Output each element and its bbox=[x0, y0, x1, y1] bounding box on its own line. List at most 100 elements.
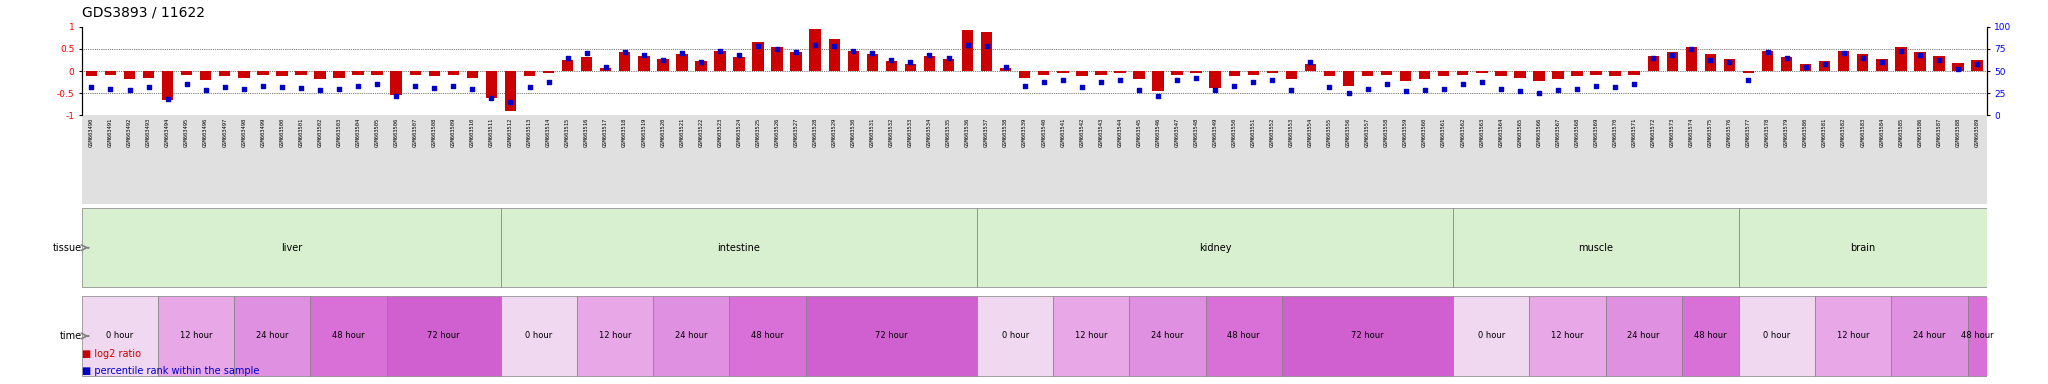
Bar bbox=[1247, 71, 1260, 74]
Text: GSM603526: GSM603526 bbox=[774, 118, 780, 147]
Bar bbox=[449, 71, 459, 75]
Text: GSM603565: GSM603565 bbox=[1518, 118, 1522, 147]
Text: GSM603554: GSM603554 bbox=[1309, 118, 1313, 147]
Text: 48 hour: 48 hour bbox=[332, 331, 365, 341]
FancyBboxPatch shape bbox=[805, 296, 977, 376]
FancyBboxPatch shape bbox=[502, 296, 578, 376]
Point bbox=[457, 86, 489, 92]
Point bbox=[418, 85, 451, 91]
Bar bbox=[905, 65, 915, 71]
Bar bbox=[1610, 71, 1620, 76]
Point bbox=[209, 84, 242, 90]
Text: GSM603566: GSM603566 bbox=[1536, 118, 1542, 147]
Bar bbox=[981, 32, 993, 71]
Text: GSM603550: GSM603550 bbox=[1231, 118, 1237, 147]
Text: GSM603546: GSM603546 bbox=[1155, 118, 1161, 147]
Bar bbox=[1858, 54, 1868, 71]
Text: GSM603558: GSM603558 bbox=[1384, 118, 1389, 147]
Text: GSM603589: GSM603589 bbox=[1974, 118, 1980, 147]
Bar bbox=[313, 71, 326, 79]
Point bbox=[1733, 77, 1765, 83]
Point bbox=[741, 43, 774, 50]
Point bbox=[1694, 57, 1726, 63]
Point bbox=[1636, 55, 1669, 61]
Text: 0 hour: 0 hour bbox=[1001, 331, 1028, 341]
Text: 72 hour: 72 hour bbox=[428, 331, 461, 341]
Text: GSM603545: GSM603545 bbox=[1137, 118, 1141, 147]
Bar bbox=[1153, 71, 1163, 91]
Text: GSM603577: GSM603577 bbox=[1747, 118, 1751, 147]
Text: 24 hour: 24 hour bbox=[256, 331, 289, 341]
Point bbox=[1255, 77, 1288, 83]
Text: GSM603510: GSM603510 bbox=[469, 118, 475, 147]
Point bbox=[494, 99, 526, 105]
Point bbox=[1352, 86, 1384, 92]
Text: GSM603491: GSM603491 bbox=[109, 118, 113, 147]
Point bbox=[1561, 86, 1593, 92]
Bar bbox=[1837, 51, 1849, 71]
Point bbox=[324, 86, 356, 92]
Bar bbox=[1513, 71, 1526, 78]
Bar bbox=[1952, 63, 1964, 71]
Text: 0 hour: 0 hour bbox=[106, 331, 133, 341]
FancyBboxPatch shape bbox=[1530, 296, 1606, 376]
Text: tissue: tissue bbox=[53, 243, 82, 253]
Text: GSM603507: GSM603507 bbox=[414, 118, 418, 147]
Bar bbox=[258, 71, 268, 75]
FancyBboxPatch shape bbox=[578, 296, 653, 376]
Text: GSM603518: GSM603518 bbox=[623, 118, 627, 147]
Text: GSM603544: GSM603544 bbox=[1118, 118, 1122, 147]
Text: GSM603584: GSM603584 bbox=[1880, 118, 1884, 147]
Text: GSM603527: GSM603527 bbox=[795, 118, 799, 147]
Point bbox=[874, 57, 907, 63]
Point bbox=[1294, 59, 1327, 65]
Point bbox=[1008, 83, 1040, 89]
Text: 72 hour: 72 hour bbox=[874, 331, 907, 341]
Text: 12 hour: 12 hour bbox=[1550, 331, 1583, 341]
Point bbox=[514, 84, 547, 90]
FancyBboxPatch shape bbox=[1968, 296, 1987, 376]
Point bbox=[1389, 88, 1421, 94]
Point bbox=[1751, 48, 1784, 55]
Text: GSM603531: GSM603531 bbox=[870, 118, 874, 147]
Text: 0 hour: 0 hour bbox=[1479, 331, 1505, 341]
Bar bbox=[1894, 47, 1907, 71]
Text: GSM603549: GSM603549 bbox=[1212, 118, 1219, 147]
Bar bbox=[1552, 71, 1565, 79]
Bar bbox=[676, 54, 688, 71]
Point bbox=[684, 59, 717, 65]
Text: GSM603563: GSM603563 bbox=[1479, 118, 1485, 147]
Text: GSM603573: GSM603573 bbox=[1669, 118, 1675, 147]
Bar bbox=[1686, 47, 1698, 71]
Text: GSM603559: GSM603559 bbox=[1403, 118, 1409, 147]
Bar bbox=[1323, 71, 1335, 76]
Point bbox=[1370, 81, 1403, 88]
Bar bbox=[1915, 53, 1925, 71]
Text: GSM603570: GSM603570 bbox=[1612, 118, 1618, 147]
Point bbox=[780, 48, 813, 55]
Bar bbox=[485, 71, 498, 98]
Bar bbox=[561, 60, 573, 71]
FancyBboxPatch shape bbox=[1606, 296, 1681, 376]
Bar bbox=[1761, 51, 1774, 71]
Text: ■ percentile rank within the sample: ■ percentile rank within the sample bbox=[82, 366, 260, 376]
Text: GSM603555: GSM603555 bbox=[1327, 118, 1331, 147]
Text: GSM603576: GSM603576 bbox=[1726, 118, 1733, 147]
Bar bbox=[1133, 71, 1145, 79]
Point bbox=[1942, 66, 1974, 72]
Point bbox=[1085, 79, 1118, 85]
Text: 48 hour: 48 hour bbox=[752, 331, 784, 341]
Text: GSM603564: GSM603564 bbox=[1499, 118, 1503, 147]
Text: GSM603524: GSM603524 bbox=[737, 118, 741, 147]
Text: GSM603494: GSM603494 bbox=[166, 118, 170, 147]
Bar bbox=[582, 57, 592, 71]
Text: GSM603517: GSM603517 bbox=[604, 118, 608, 147]
Bar bbox=[1096, 71, 1106, 74]
Point bbox=[1579, 83, 1612, 89]
Point bbox=[1065, 84, 1098, 90]
Text: 24 hour: 24 hour bbox=[1151, 331, 1184, 341]
Point bbox=[76, 84, 109, 90]
Text: GSM603535: GSM603535 bbox=[946, 118, 950, 147]
Bar bbox=[1591, 71, 1602, 74]
Bar bbox=[524, 71, 535, 76]
